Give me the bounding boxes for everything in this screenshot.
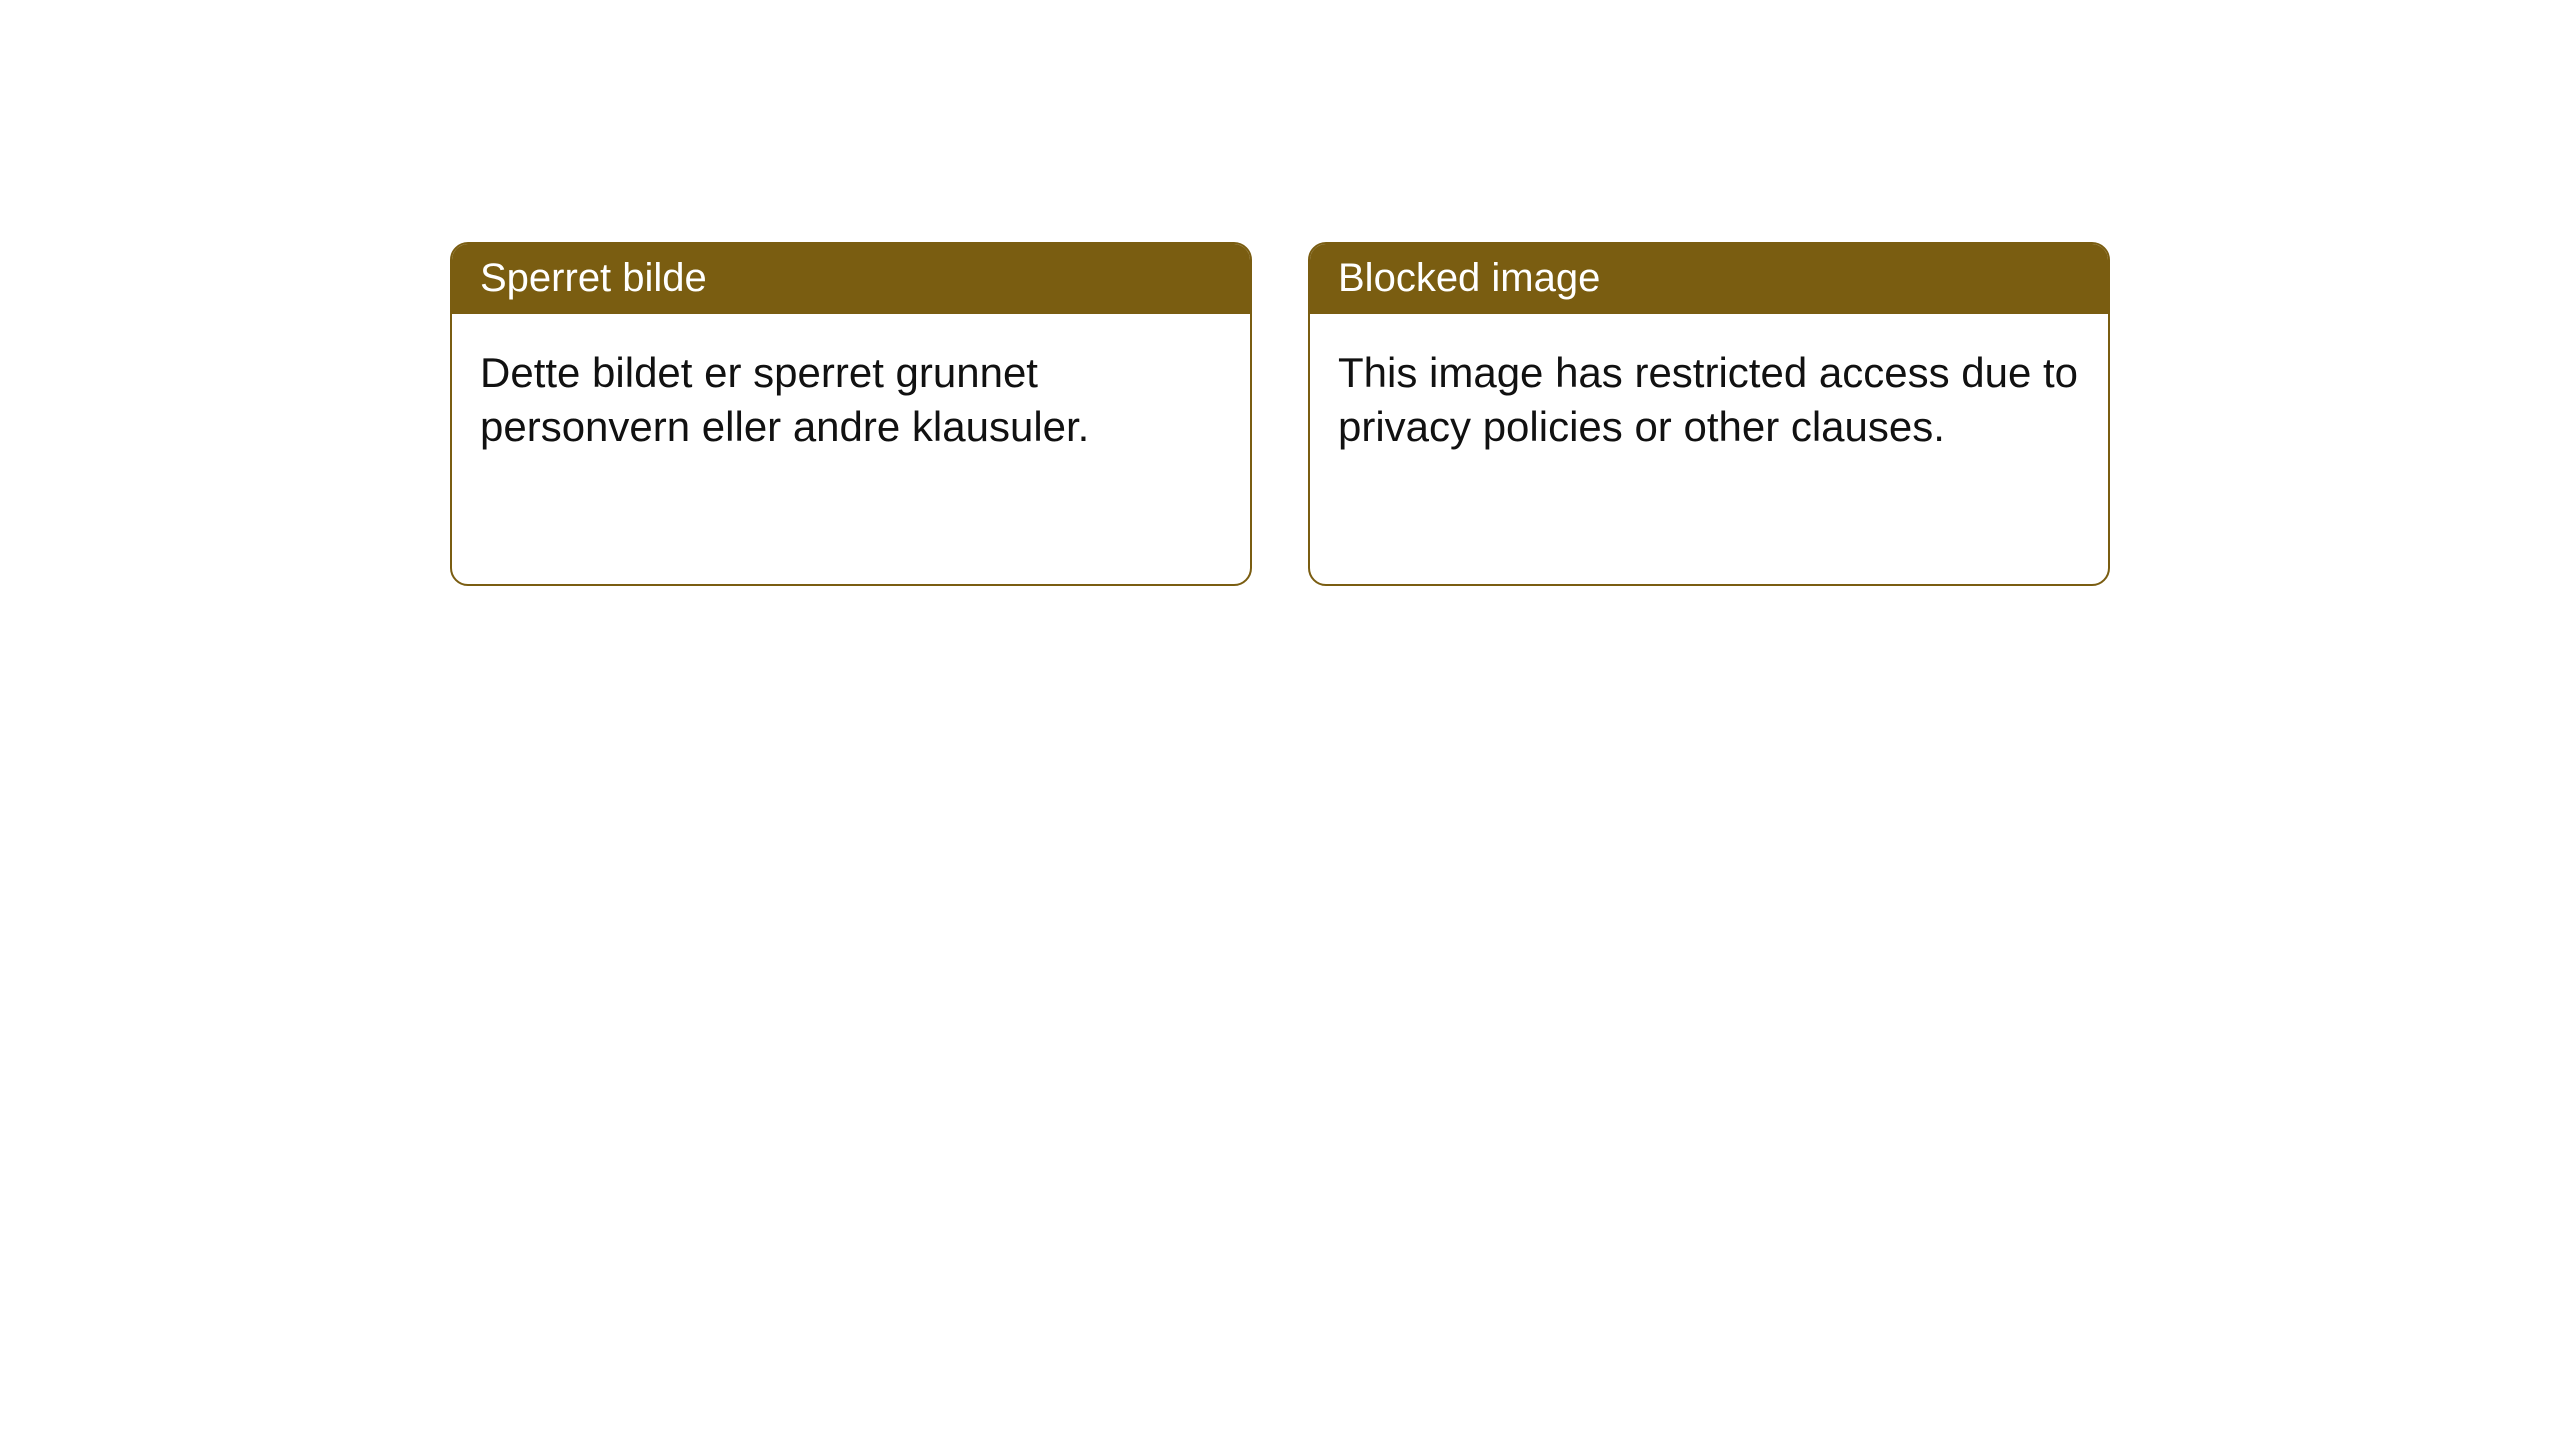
notice-card-title: Blocked image xyxy=(1310,244,2108,314)
notice-card-en: Blocked image This image has restricted … xyxy=(1308,242,2110,586)
notice-container: Sperret bilde Dette bildet er sperret gr… xyxy=(0,0,2560,586)
notice-card-no: Sperret bilde Dette bildet er sperret gr… xyxy=(450,242,1252,586)
notice-card-title: Sperret bilde xyxy=(452,244,1250,314)
notice-card-body: Dette bildet er sperret grunnet personve… xyxy=(452,314,1250,584)
notice-card-body: This image has restricted access due to … xyxy=(1310,314,2108,584)
